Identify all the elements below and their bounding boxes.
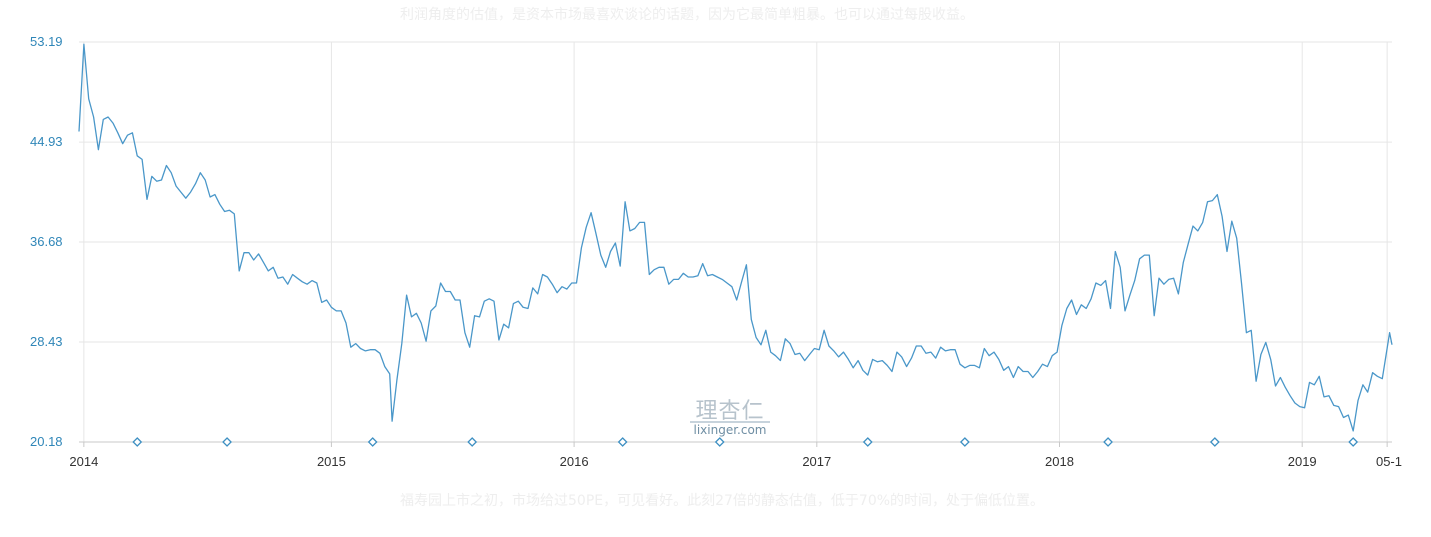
x-tick-label: 2017: [802, 454, 831, 469]
y-tick-label: 44.93: [30, 134, 63, 149]
y-tick-label: 53.19: [30, 34, 63, 49]
grid-lines: [79, 41, 1392, 447]
article-text-bottom: 福寿园上市之初，市场给过50PE，可见看好。此刻27倍的静态估值，低于70%的时…: [400, 493, 1045, 509]
event-marker[interactable]: [617, 437, 628, 447]
x-tick-label: 2015: [317, 454, 346, 469]
y-axis-labels: 20.18 28.43 36.68 44.93 53.19: [30, 34, 63, 449]
x-tick-label: 05-1: [1376, 454, 1402, 469]
watermark-logo: 理杏仁 lixinger.com: [690, 399, 770, 437]
y-tick-label: 20.18: [30, 434, 63, 449]
event-marker[interactable]: [1209, 437, 1220, 447]
event-marker[interactable]: [1348, 437, 1359, 447]
event-marker[interactable]: [1103, 437, 1113, 447]
pe-line-chart[interactable]: 理杏仁 lixinger.com 20.18 28.43 36.68 44.93 53.…: [0, 0, 1431, 470]
watermark-cn: 理杏仁: [695, 399, 764, 424]
event-marker[interactable]: [862, 437, 873, 447]
event-marker[interactable]: [959, 437, 970, 447]
article-text-top: 利润角度的估值，是资本市场最喜欢谈论的话题，因为它最简单粗暴。也可以通过每股收益…: [400, 7, 974, 23]
y-tick-label: 28.43: [30, 334, 63, 349]
x-tick-label: 2019: [1288, 454, 1317, 469]
event-marker[interactable]: [367, 437, 378, 447]
event-marker[interactable]: [714, 437, 725, 447]
watermark-en: lixinger.com: [694, 423, 767, 437]
event-marker[interactable]: [467, 437, 478, 447]
x-tick-label: 2014: [69, 454, 98, 469]
y-tick-label: 36.68: [30, 234, 63, 249]
pe-series-line[interactable]: [78, 43, 1393, 432]
event-markers[interactable]: [132, 437, 1359, 447]
x-axis-labels: 2014 2015 2016 2017 2018 2019 05-1: [69, 454, 1402, 469]
x-tick-label: 2016: [560, 454, 589, 469]
event-marker[interactable]: [132, 437, 143, 447]
x-tick-label: 2018: [1045, 454, 1074, 469]
series-layer[interactable]: [78, 43, 1393, 432]
event-marker[interactable]: [222, 437, 232, 447]
